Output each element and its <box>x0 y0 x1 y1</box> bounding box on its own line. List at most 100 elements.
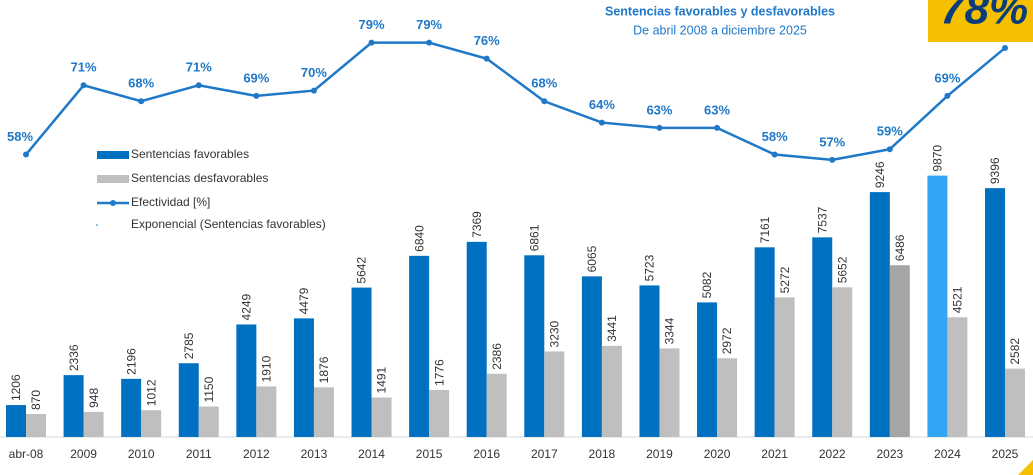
line-point <box>944 92 951 99</box>
legend-label: Exponencial (Sentencias favorables) <box>131 217 326 231</box>
line-point <box>310 87 317 94</box>
x-tick-label: 2017 <box>531 447 558 461</box>
x-tick-label: abr-08 <box>9 447 44 461</box>
line-point <box>598 119 605 126</box>
x-tick-label: 2012 <box>243 447 270 461</box>
bar <box>141 410 162 437</box>
data-label: 2386 <box>490 343 504 370</box>
data-label: 1206 <box>9 374 23 401</box>
data-label: 3230 <box>547 320 561 347</box>
data-label: 7369 <box>470 211 484 238</box>
line-point <box>771 151 778 158</box>
legend-label: Sentencias favorables <box>131 147 249 161</box>
legend-label: Efectividad [%] <box>131 195 210 209</box>
data-label: 1910 <box>260 355 274 382</box>
bar <box>869 192 890 437</box>
bar <box>121 378 142 437</box>
line-point <box>1002 44 1008 51</box>
x-tick-label: 2011 <box>186 447 212 461</box>
bar <box>6 405 26 437</box>
bar <box>754 247 775 437</box>
bar <box>486 373 507 437</box>
bar <box>236 324 257 437</box>
data-label: 2336 <box>67 344 81 371</box>
x-tick-label: 2023 <box>876 447 903 461</box>
x-tick-label: 2016 <box>473 447 500 461</box>
bar <box>581 276 602 437</box>
bar <box>351 287 372 437</box>
data-label: 71% <box>71 60 97 75</box>
legend-swatch <box>96 224 98 226</box>
data-label: 5082 <box>700 271 714 298</box>
line-point <box>253 92 260 99</box>
bar <box>198 406 219 437</box>
data-label: 1150 <box>202 376 216 402</box>
data-label: 2582 <box>1008 338 1022 365</box>
data-label: 5642 <box>355 257 369 284</box>
bar <box>313 387 334 437</box>
data-label: 5272 <box>778 266 792 293</box>
data-label: 6065 <box>585 245 599 272</box>
legend-label: Sentencias desfavorables <box>131 171 268 185</box>
data-label: 79% <box>359 17 385 32</box>
line-point <box>656 124 663 131</box>
bar <box>256 386 277 437</box>
bar <box>178 363 199 437</box>
data-label: 4521 <box>951 286 965 313</box>
line-point <box>195 82 202 89</box>
line-point <box>426 39 433 46</box>
x-tick-label: 2014 <box>358 447 385 461</box>
data-label: 69% <box>934 70 960 85</box>
data-label: 1776 <box>432 359 446 386</box>
data-label: 7537 <box>815 206 829 233</box>
data-label: 79% <box>416 17 442 32</box>
data-label: 68% <box>128 76 154 91</box>
data-label: 6861 <box>527 224 541 251</box>
bar <box>544 351 565 437</box>
bar <box>63 375 84 437</box>
line-point <box>23 151 29 158</box>
data-label: 9396 <box>988 157 1002 184</box>
bar <box>985 188 1005 437</box>
data-label: 5723 <box>643 254 657 281</box>
line-point <box>886 146 893 153</box>
data-label: 948 <box>87 388 101 408</box>
bar <box>601 345 622 437</box>
x-tick-label: 2024 <box>934 447 961 461</box>
line-point <box>829 156 836 163</box>
data-label: 6486 <box>893 234 907 261</box>
data-label: 6840 <box>412 225 426 252</box>
x-tick-label: 2020 <box>704 447 731 461</box>
data-label: 69% <box>243 70 269 85</box>
line <box>25 41 1006 162</box>
data-label: 1876 <box>317 356 331 383</box>
data-label: 64% <box>589 97 615 112</box>
data-label: 71% <box>186 60 212 75</box>
data-label: 63% <box>704 102 730 117</box>
bar <box>774 297 795 437</box>
legend-swatch <box>110 200 116 206</box>
data-label: 63% <box>646 102 672 117</box>
chart-title: Sentencias favorables y desfavorables <box>605 4 835 18</box>
bar <box>639 285 660 437</box>
bar <box>832 287 853 437</box>
data-label: 7161 <box>758 216 772 243</box>
data-label: 76% <box>474 33 500 48</box>
chart-subtitle: De abril 2008 a diciembre 2025 <box>633 23 807 37</box>
x-tick-label: 2009 <box>70 447 97 461</box>
data-label: 1012 <box>144 379 158 406</box>
legend-swatch <box>97 175 129 183</box>
bar <box>26 413 46 437</box>
data-label: 5652 <box>835 256 849 283</box>
bar <box>889 265 910 437</box>
data-label: 68% <box>531 76 557 91</box>
line-point <box>541 98 548 105</box>
x-tick-label: 2025 <box>992 447 1019 461</box>
data-label: 58% <box>7 129 33 144</box>
bar <box>927 175 948 437</box>
x-tick-label: 2021 <box>761 447 788 461</box>
data-label: 2196 <box>124 348 138 375</box>
line-point <box>483 55 490 62</box>
highlight-badge-text: 78% <box>940 0 1028 34</box>
